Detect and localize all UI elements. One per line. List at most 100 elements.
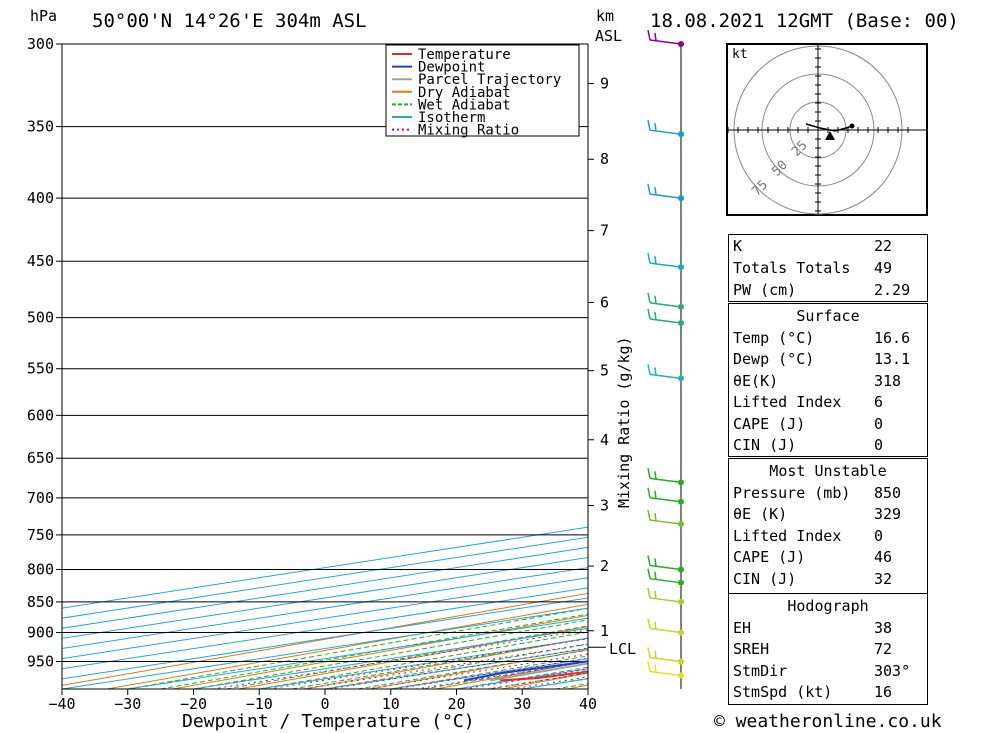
wind-barb [649,129,682,135]
dry-adiabat [62,592,588,686]
pressure-tick-label: 900 [27,624,54,642]
wind-barb [654,123,657,132]
wind-barb [654,311,657,321]
wind-barb [649,670,682,677]
km-tick-label: 1 [600,622,609,640]
wind-barb [647,183,651,195]
wind-barb [649,373,682,380]
wind-barb [649,39,682,45]
stat-row: CIN (J) 32 [733,570,893,588]
wind-barb [647,555,651,566]
stat-row: StmDir 303° [733,662,911,680]
wind-station-dot [678,264,684,271]
wind-barb [647,308,651,320]
stat-row: StmSpd (kt) 16 [733,683,893,701]
wind-station-dot [678,579,684,586]
wind-barb [654,256,657,265]
wind-barb [649,193,682,199]
pressure-tick-label: 400 [27,189,54,207]
pressure-tick-label: 500 [27,309,54,327]
wind-barb [654,664,657,673]
stat-row: Lifted Index 6 [733,393,884,411]
wind-station-dot [678,566,684,573]
stat-row: K 22 [733,237,893,255]
wind-barb [647,292,651,303]
isotherm [62,536,588,619]
pressure-tick-label: 750 [27,526,54,544]
wind-barb [649,477,682,484]
wind-barbs [647,29,684,679]
temperature-tick-label: 40 [579,695,597,713]
legend-label: Wet Adiabat [418,97,511,113]
legend-label: Isotherm [418,110,485,126]
location-title: 50°00'N 14°26'E 304m ASL [92,10,367,32]
wind-barb [649,496,682,503]
wind-barb [647,661,651,672]
wind-station-dot [678,479,684,486]
legend-label: Mixing Ratio [418,123,519,139]
isotherm [62,567,588,650]
x-axis-title: Dewpoint / Temperature (°C) [182,711,475,732]
wet-adiabat [127,607,588,689]
wind-station-dot [678,131,684,138]
pressure-tick-label: 850 [27,593,54,611]
km-tick-label: 4 [600,431,609,449]
stat-row: Lifted Index 0 [733,527,884,545]
temperature-tick-label: 30 [513,695,531,713]
km-tick-label: 6 [600,293,609,311]
stat-row: Pressure (mb) 850 [733,484,902,502]
lcl-label: LCL [609,640,636,658]
surface-table: Surface Temp (°C) 16.6 Dewp (°C) 13.1 θE(K… [728,303,928,457]
temperature-tick-label: −40 [48,695,75,713]
stat-row: CAPE (J) 0 [733,415,884,433]
wind-station-dot [678,598,684,605]
hodograph-trace [805,123,853,132]
wind-station-dot [678,629,684,636]
wind-station-dot [678,41,684,47]
copyright: © weatheronline.co.uk [714,711,942,732]
wind-barb [647,647,651,658]
stat-row: Temp (°C) 16.6 [733,329,911,347]
km-tick-label: 5 [600,362,609,380]
wind-barb [654,512,657,522]
pressure-tick-label: 350 [27,118,54,136]
wind-barb [647,509,651,521]
stat-row: EH 38 [733,619,893,637]
wind-barb [649,318,682,324]
km-tick-label: 7 [600,222,609,240]
pressure-tick-label: 550 [27,360,54,378]
km-tick-label: 2 [600,557,609,575]
pressure-tick-label: 800 [27,560,54,578]
wind-station-dot [678,672,684,679]
wind-barb [647,618,651,629]
isotherm [62,577,588,660]
axes: 3003504004505005506006507007508008509009… [27,35,682,713]
wind-station-dot [678,319,684,326]
wind-barb [654,590,657,600]
wind-barb [649,262,682,268]
wind-barb [654,490,657,499]
pressure-tick-label: 950 [27,653,54,671]
wind-barb [647,29,651,41]
hodograph-unit: kt [732,47,748,62]
pressure-tick-label: 650 [27,449,54,467]
wind-barb [654,621,657,630]
pressure-tick-label: 700 [27,489,54,507]
wind-station-dot [678,195,684,202]
wind-barb [649,564,682,571]
dry-adiabat [106,603,588,689]
pressure-tick-label: 450 [27,252,54,270]
wet-adiabats [127,607,588,689]
date-title: 18.08.2021 12GMT (Base: 00) [650,10,959,32]
temperature-tick-label: 20 [447,695,465,713]
wind-barb [654,471,657,480]
dry-adiabats [62,592,588,689]
wind-barb [649,519,682,525]
wind-barb [647,364,651,375]
wind-barb [654,32,657,42]
temperature-tick-label: 0 [320,695,329,713]
wind-station-dot [678,498,684,505]
